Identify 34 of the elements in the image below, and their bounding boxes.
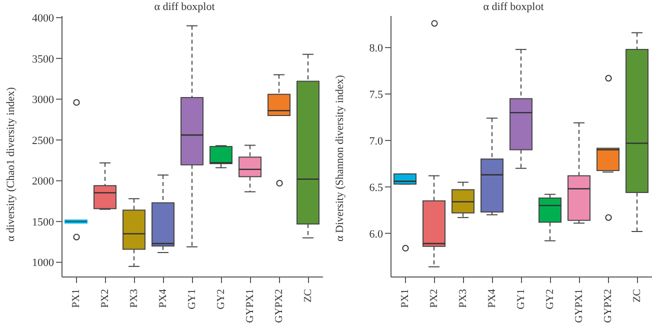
y-tick-label: 4000 <box>32 12 54 25</box>
x-tick-label: GYPX2 <box>274 289 285 323</box>
x-tick-label: GYPX1 <box>574 289 585 323</box>
x-tick-label: PX1 <box>400 289 411 308</box>
x-tick-label: PX2 <box>428 289 440 308</box>
x-tick-label: GYPX2 <box>602 289 614 323</box>
x-tick-label: GY1 <box>186 289 198 310</box>
x-tick-label: GY2 <box>216 289 227 310</box>
x-tick-label: PX1 <box>70 289 82 308</box>
x-tick-label: PX4 <box>486 288 498 308</box>
y-tick-label: 6.5 <box>369 182 384 194</box>
y-axis-title: α Diversity (Shannon diversity index) <box>334 74 346 242</box>
y-tick-label: 1000 <box>32 257 54 270</box>
x-tick-label: PX2 <box>100 289 111 308</box>
y-tick-label: 7.0 <box>369 135 384 148</box>
y-tick-label: 8.0 <box>369 42 384 54</box>
x-tick-label: ZC <box>302 289 314 302</box>
x-tick-label: PX4 <box>158 288 169 308</box>
y-tick-label: 6.0 <box>369 228 384 240</box>
y-tick-label: 2500 <box>32 134 54 147</box>
y-tick-label: 3000 <box>32 94 54 106</box>
x-tick-label: GY2 <box>544 289 556 310</box>
chart-title: α diff boxplot <box>482 1 545 13</box>
x-tick-label: ZC <box>632 289 643 302</box>
x-tick-label: PX3 <box>128 289 140 308</box>
y-tick-label: 1500 <box>32 216 54 228</box>
y-tick-label: 2000 <box>32 176 54 188</box>
x-tick-label: GYPX1 <box>244 289 256 323</box>
y-tick-label: 7.5 <box>369 88 384 101</box>
x-tick-label: GY1 <box>516 289 527 310</box>
y-tick-label: 3500 <box>32 53 54 66</box>
y-axis-title: α diversity (Chao1 diversity index) <box>4 86 17 242</box>
chart-title: α diff boxplot <box>153 1 216 13</box>
x-tick-label: PX3 <box>458 289 469 308</box>
